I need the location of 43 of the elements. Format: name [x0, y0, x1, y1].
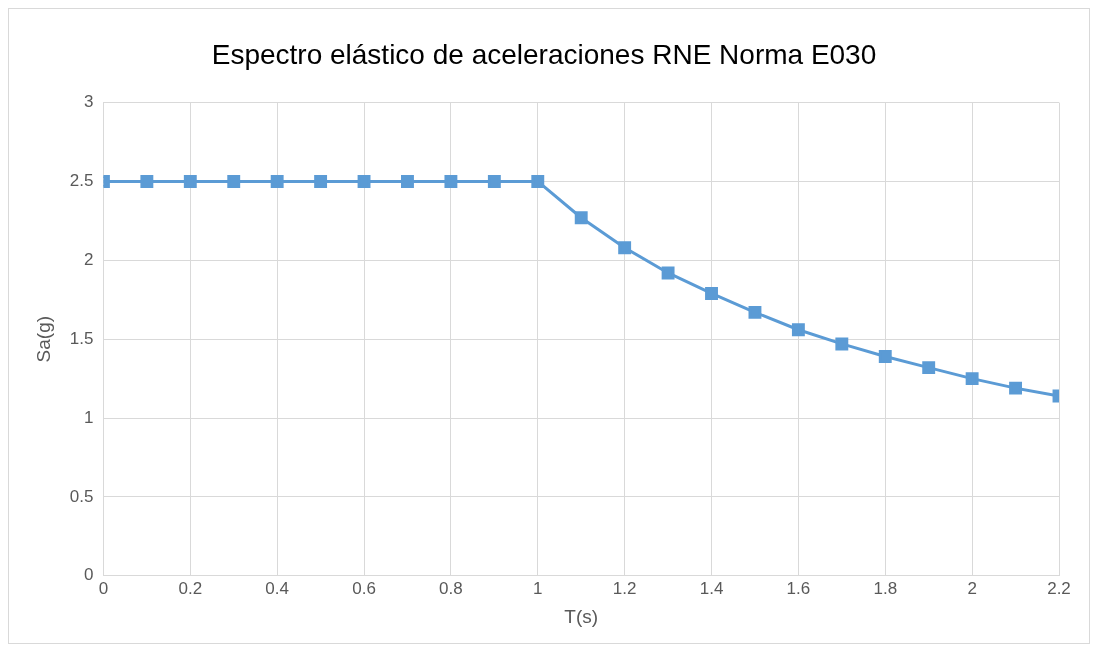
x-tick-label: 1 [533, 578, 543, 598]
y-tick-label: 0.5 [69, 486, 94, 506]
point [1009, 381, 1023, 395]
y-tick-label: 1 [83, 407, 94, 427]
point [314, 175, 328, 188]
x-axis-title: T(s) [564, 605, 599, 627]
x-tick-label: 1.4 [699, 578, 724, 598]
point [705, 287, 718, 300]
x-tick-label: 1.8 [873, 578, 898, 598]
y-tick-label: 2.5 [69, 171, 94, 191]
y-tick-label: 3 [83, 92, 94, 112]
point [835, 337, 849, 351]
point [574, 211, 588, 225]
x-tick-label: 0.4 [265, 578, 289, 598]
point [922, 361, 936, 375]
point [878, 350, 892, 363]
x-tick-label: 0 [98, 578, 109, 598]
point [965, 372, 979, 386]
point [791, 323, 805, 337]
y-axis-title: Sa(g) [32, 315, 54, 363]
point [661, 266, 675, 280]
x-tick-label: 0.8 [439, 578, 463, 598]
point [748, 305, 762, 319]
y-tick-label: 0 [83, 565, 94, 585]
point [227, 175, 241, 188]
point [444, 175, 458, 188]
point [140, 175, 154, 188]
x-tick-label: 2.2 [1047, 578, 1071, 598]
x-tick-label: 0.6 [352, 578, 376, 598]
point [357, 175, 371, 188]
point [487, 175, 501, 188]
point [531, 175, 545, 188]
x-tick-label: 2 [967, 578, 977, 598]
point [401, 175, 414, 188]
point [270, 175, 284, 188]
y-tick-label: 2 [83, 250, 94, 270]
x-tick-label: 0.2 [178, 578, 203, 598]
point [618, 241, 632, 255]
x-tick-label: 1.2 [612, 578, 637, 598]
chart-title: Espectro elástico de aceleraciones RNE Norma E030 [211, 38, 877, 70]
y-tick-label: 1.5 [69, 328, 94, 348]
x-tick-label: 1.6 [786, 578, 811, 598]
point [183, 175, 197, 188]
